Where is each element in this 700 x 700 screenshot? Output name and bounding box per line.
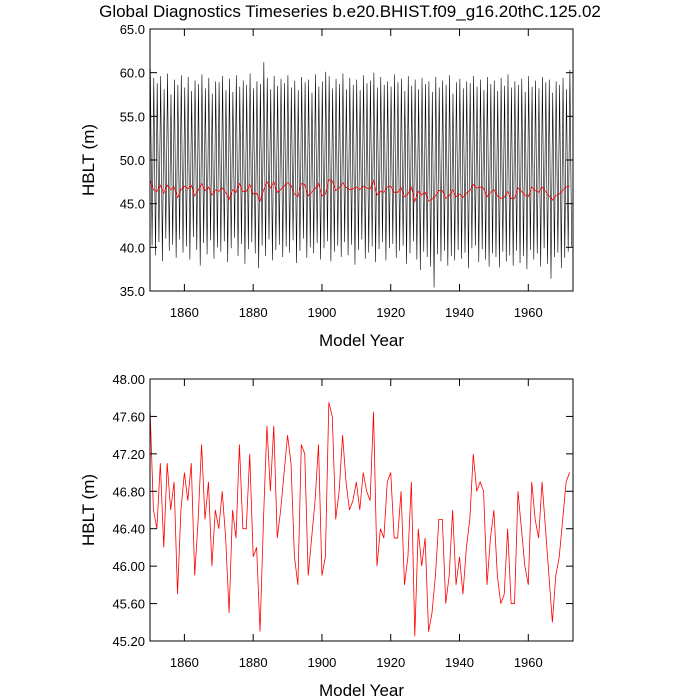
x-tick-label: 1920 xyxy=(376,305,405,320)
y-tick-label: 40.0 xyxy=(120,240,145,255)
x-tick-label: 1900 xyxy=(307,305,336,320)
x-tick-label: 1860 xyxy=(170,655,199,670)
y-tick-label: 45.0 xyxy=(120,197,145,212)
y-tick-label: 46.40 xyxy=(112,522,145,537)
data-line xyxy=(149,402,570,637)
y-tick-label: 50.0 xyxy=(120,153,145,168)
data-line xyxy=(149,179,570,203)
y-axis-label: HBLT (m) xyxy=(79,474,98,546)
y-tick-label: 65.0 xyxy=(120,22,145,37)
y-tick-label: 45.60 xyxy=(112,597,145,612)
y-tick-label: 46.80 xyxy=(112,484,145,499)
y-axis-label: HBLT (m) xyxy=(79,124,98,196)
x-tick-label: 1940 xyxy=(445,655,474,670)
x-tick-label: 1940 xyxy=(445,305,474,320)
y-tick-label: 35.0 xyxy=(120,284,145,299)
plot-frame xyxy=(149,378,574,642)
x-axis-label: Model Year xyxy=(319,681,404,700)
y-tick-label: 47.20 xyxy=(112,447,145,462)
y-tick-label: 55.0 xyxy=(120,109,145,124)
x-tick-label: 1960 xyxy=(514,655,543,670)
y-tick-label: 46.00 xyxy=(112,559,145,574)
y-tick-label: 45.20 xyxy=(112,634,145,649)
x-tick-label: 1900 xyxy=(307,655,336,670)
y-tick-label: 48.00 xyxy=(112,372,145,387)
chart-title: Global Diagnostics Timeseries b.e20.BHIS… xyxy=(99,2,601,21)
x-tick-label: 1860 xyxy=(170,305,199,320)
x-tick-label: 1880 xyxy=(239,655,268,670)
y-tick-label: 60.0 xyxy=(120,66,145,81)
x-tick-label: 1920 xyxy=(376,655,405,670)
data-line xyxy=(150,62,572,288)
x-tick-label: 1880 xyxy=(239,305,268,320)
x-tick-label: 1960 xyxy=(514,305,543,320)
x-axis-label: Model Year xyxy=(319,331,404,350)
y-tick-label: 47.60 xyxy=(112,409,145,424)
